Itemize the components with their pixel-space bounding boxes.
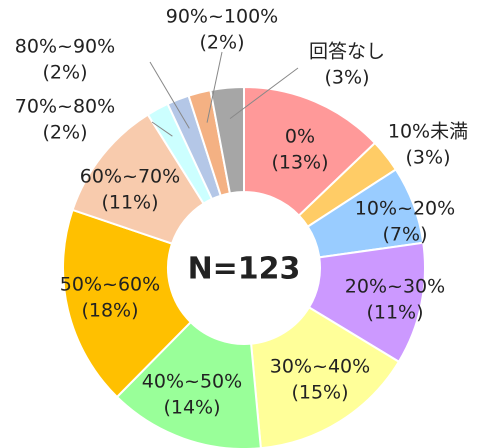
category-label: 60%~70%: [80, 166, 180, 188]
value-label: (2%): [43, 122, 88, 144]
value-label: (14%): [163, 397, 220, 419]
leader-line: [151, 121, 173, 137]
category-label: 90%~100%: [166, 6, 278, 28]
slice: [243, 85, 377, 217]
center-label: N=123: [188, 252, 301, 287]
leader-line: [229, 67, 299, 120]
slice: [115, 320, 262, 448]
category-label: 40%~50%: [142, 371, 242, 393]
value-label: (2%): [200, 32, 245, 54]
value-label: (11%): [101, 192, 158, 214]
slice: [209, 85, 245, 195]
slice: [62, 208, 193, 399]
value-label: (13%): [271, 152, 328, 174]
value-label: (18%): [81, 300, 138, 322]
slices: [62, 85, 426, 448]
value-label: (3%): [325, 67, 370, 89]
category-label: 50%~60%: [60, 274, 160, 296]
category-label: 10%未満: [388, 121, 468, 143]
category-label: 80%~90%: [15, 36, 115, 58]
slice: [249, 305, 401, 448]
category-label: 20%~30%: [345, 276, 445, 298]
leader-line: [206, 51, 223, 123]
value-label: (11%): [366, 302, 423, 324]
category-label: 30%~40%: [270, 356, 370, 378]
leader-line: [149, 61, 190, 129]
value-label: (7%): [383, 224, 428, 246]
category-label: 回答なし: [309, 41, 385, 63]
category-label: 10%~20%: [355, 198, 455, 220]
value-label: (2%): [43, 62, 88, 84]
value-label: (15%): [291, 382, 348, 404]
value-label: (3%): [406, 147, 451, 169]
labels: 0% (13%) 10%未満 (3%) 10%~20% (7%) 20%~30% (11%) 3…: [15, 6, 468, 419]
category-label: 70%~80%: [15, 96, 115, 118]
category-label: 0%: [285, 126, 315, 148]
